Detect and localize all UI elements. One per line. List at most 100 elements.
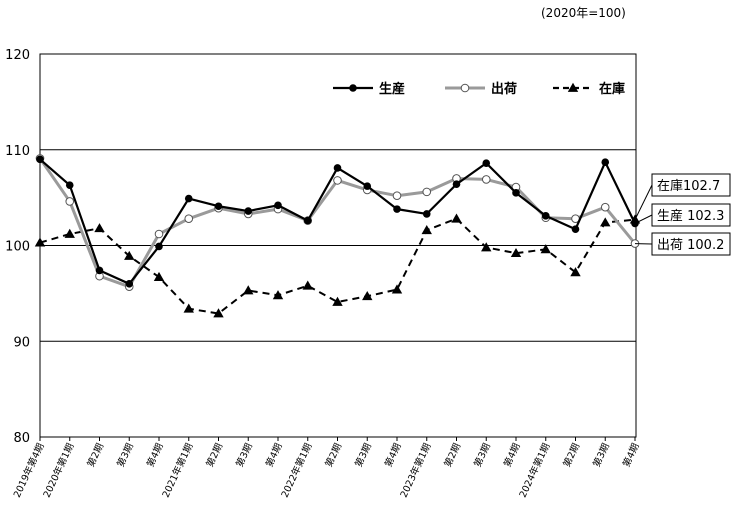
data-point [541, 212, 550, 220]
series-2 [34, 213, 641, 318]
data-point [482, 159, 491, 167]
callout-leader [634, 214, 653, 224]
data-point [422, 210, 431, 218]
legend-item: 生産 [333, 81, 405, 97]
end-value-callouts: 在庫102.7 生産 102.3 出荷 100.2 [634, 173, 731, 256]
x-tick-label: 第4期 [263, 441, 284, 469]
x-tick-label: 第2期 [85, 441, 106, 469]
data-point [36, 155, 44, 164]
x-tick-label: 2020年第1期 [41, 441, 77, 499]
callout-label: 生産 102.3 [657, 208, 724, 224]
y-axis-tick-labels: 80 90 100 110 120 [5, 48, 30, 446]
x-tick-label: 第4期 [382, 441, 403, 469]
x-tick-label: 第2期 [561, 441, 582, 469]
x-tick-label: 第2期 [204, 441, 225, 469]
data-point [570, 267, 581, 277]
x-tick-label: 第2期 [442, 441, 463, 469]
data-point [333, 176, 342, 185]
data-point [302, 280, 313, 290]
data-point [600, 217, 611, 227]
data-point [571, 225, 580, 234]
data-point [213, 308, 224, 318]
x-axis-tick-labels: 2019年第4期2020年第1期 第2期 第3期 第4期2021年第1期 第2期 第3期第… [11, 441, 642, 499]
data-point [303, 216, 312, 225]
y-tick-label: 110 [5, 144, 30, 159]
callout-box: 出荷 100.2 [634, 232, 731, 256]
legend-item: 在庫 [553, 81, 625, 97]
data-point [460, 83, 470, 93]
data-point [94, 223, 105, 233]
data-point [393, 205, 401, 213]
data-point [540, 244, 551, 254]
x-tick-label: 第3期 [234, 441, 255, 469]
data-point [600, 202, 610, 212]
data-point [452, 180, 461, 189]
data-point [481, 175, 491, 184]
data-point [349, 84, 357, 92]
data-point [65, 181, 74, 189]
data-point [183, 303, 194, 313]
data-point [332, 296, 343, 306]
data-point [243, 285, 254, 295]
x-tick-label: 第2期 [323, 441, 344, 469]
callout-frame [651, 173, 731, 197]
callout-label: 出荷 100.2 [657, 238, 724, 253]
y-tick-label: 90 [13, 335, 30, 350]
series-0 [36, 155, 639, 288]
data-point [64, 228, 75, 238]
legend-label: 出荷 [491, 81, 517, 97]
callout-label: 在庫102.7 [657, 179, 720, 194]
data-point [65, 197, 75, 206]
y-tick-label: 120 [5, 48, 30, 63]
x-tick-label: 第4期 [620, 441, 641, 469]
y-tick-label: 80 [13, 431, 30, 446]
x-tick-label: 第3期 [353, 441, 374, 469]
legend-item: 出荷 [445, 81, 517, 97]
callout-frame [651, 232, 731, 256]
data-point [392, 191, 402, 201]
data-point [244, 207, 253, 215]
legend-label: 生産 [379, 81, 405, 97]
data-point [184, 214, 194, 223]
data-point [124, 250, 135, 260]
data-series [34, 154, 641, 318]
data-point [125, 280, 134, 288]
data-point [272, 290, 284, 300]
data-point [601, 158, 610, 166]
x-tick-label: 第3期 [472, 441, 493, 469]
x-tick-label: 第3期 [591, 441, 612, 469]
callout-box: 在庫102.7 [634, 173, 731, 220]
x-tick-label: 2024年第1期 [517, 441, 553, 499]
callout-box: 生産 102.3 [634, 203, 731, 227]
x-tick-label: 第4期 [501, 441, 522, 469]
data-point [421, 224, 432, 235]
data-point [362, 291, 373, 301]
series-1 [35, 154, 640, 291]
data-point [333, 164, 342, 172]
data-point [214, 202, 223, 211]
data-point [567, 82, 579, 92]
data-point [451, 213, 462, 223]
data-point [510, 247, 522, 258]
data-point [481, 242, 492, 252]
data-point [155, 242, 163, 251]
x-tick-label: 第3期 [115, 441, 136, 469]
data-point [153, 271, 165, 281]
data-point [512, 189, 520, 197]
x-tick-label: 2023年第1期 [398, 441, 434, 499]
y-tick-label: 100 [5, 240, 30, 255]
data-point [34, 237, 46, 247]
x-tick-label: 第4期 [144, 441, 165, 469]
unit-note: (2020年=100) [541, 6, 626, 20]
legend: 生産 出荷 在庫 [333, 81, 625, 97]
callout-frame [651, 203, 731, 227]
legend-label: 在庫 [599, 81, 625, 97]
data-point [184, 194, 193, 203]
callout-leader [634, 184, 653, 220]
series-line [39, 217, 636, 315]
data-point [391, 284, 403, 294]
data-point [274, 201, 282, 210]
data-point [363, 182, 372, 190]
x-tick-label: 2021年第1期 [160, 441, 196, 499]
